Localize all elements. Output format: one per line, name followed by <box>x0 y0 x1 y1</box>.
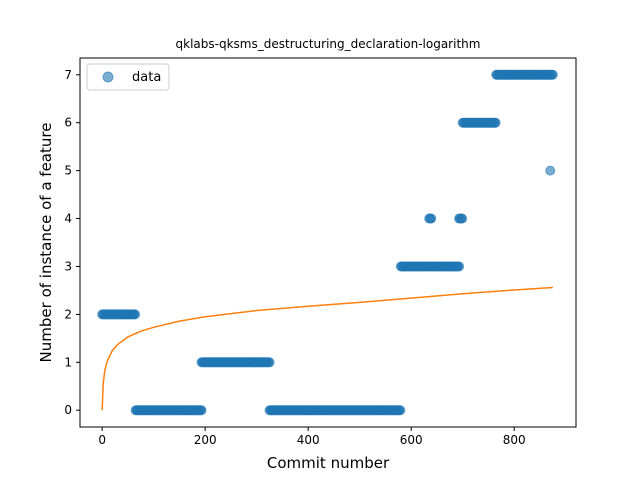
y-tick-label: 3 <box>64 259 72 273</box>
y-tick-label: 4 <box>64 212 72 226</box>
x-tick-label: 400 <box>297 433 320 447</box>
data-point <box>545 165 556 176</box>
x-tick-label: 600 <box>400 433 423 447</box>
y-tick-label: 1 <box>64 355 72 369</box>
legend-label-data: data <box>132 70 161 85</box>
data-point <box>547 69 558 80</box>
data-point <box>490 117 501 128</box>
x-tick-label: 800 <box>503 433 526 447</box>
data-point <box>196 405 207 416</box>
data-point <box>264 357 275 368</box>
data-point <box>395 405 406 416</box>
y-tick-label: 0 <box>64 403 72 417</box>
x-tick-label: 200 <box>194 433 217 447</box>
plot-area-frame <box>79 57 577 428</box>
y-tick-label: 7 <box>64 68 72 82</box>
legend: data <box>86 63 170 91</box>
legend-box <box>86 63 170 91</box>
y-axis-label: Number of instance of a feature <box>37 123 55 363</box>
y-tick-label: 2 <box>64 307 72 321</box>
data-point <box>454 261 465 272</box>
data-point <box>130 309 141 320</box>
fit-line <box>101 286 553 411</box>
x-tick-label: 0 <box>98 433 106 447</box>
legend-marker-data <box>102 71 114 83</box>
data-point <box>457 213 468 224</box>
data-point <box>426 213 437 224</box>
chart-title: qklabs-qksms_destructuring_declaration-l… <box>176 37 481 51</box>
y-tick-label: 5 <box>64 164 72 178</box>
y-tick-label: 6 <box>64 116 72 130</box>
x-axis-label: Commit number <box>267 454 390 472</box>
